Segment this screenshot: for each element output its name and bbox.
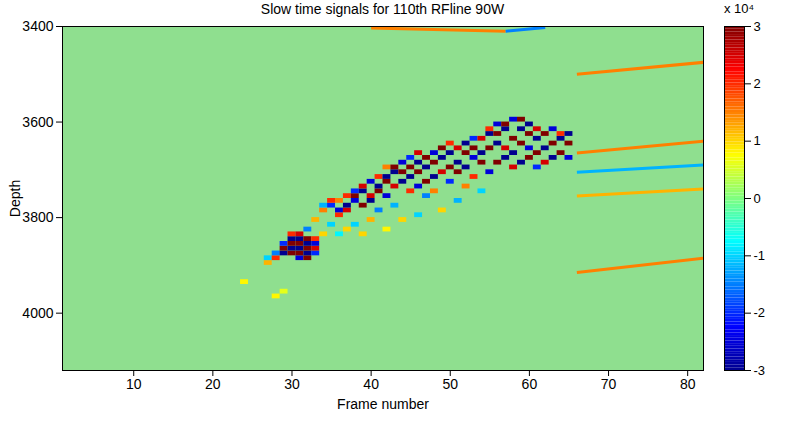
svg-text:-1: -1 bbox=[754, 248, 766, 263]
svg-text:30: 30 bbox=[284, 376, 300, 392]
svg-text:4000: 4000 bbox=[22, 305, 53, 321]
svg-text:0: 0 bbox=[754, 191, 761, 206]
svg-text:3600: 3600 bbox=[22, 114, 53, 130]
html-text:x 10⁴: x 10⁴ bbox=[724, 1, 755, 16]
svg-text:3400: 3400 bbox=[22, 18, 53, 34]
svg-text:-3: -3 bbox=[754, 363, 766, 378]
svg-text:40: 40 bbox=[363, 376, 379, 392]
svg-text:50: 50 bbox=[442, 376, 458, 392]
svg-text:3: 3 bbox=[754, 19, 761, 34]
html-text:Slow time signals for 110th RF: Slow time signals for 110th RFline 90W bbox=[260, 1, 505, 17]
svg-text:3800: 3800 bbox=[22, 209, 53, 225]
svg-text:20: 20 bbox=[205, 376, 221, 392]
svg-text:70: 70 bbox=[601, 376, 617, 392]
svg-text:Frame number: Frame number bbox=[337, 396, 429, 412]
svg-text:60: 60 bbox=[522, 376, 538, 392]
svg-text:1: 1 bbox=[754, 133, 761, 148]
svg-text:10: 10 bbox=[126, 376, 142, 392]
svg-text:Depth: Depth bbox=[7, 180, 23, 217]
svg-text:-2: -2 bbox=[754, 305, 766, 320]
svg-text:80: 80 bbox=[680, 376, 696, 392]
svg-text:2: 2 bbox=[754, 76, 761, 91]
